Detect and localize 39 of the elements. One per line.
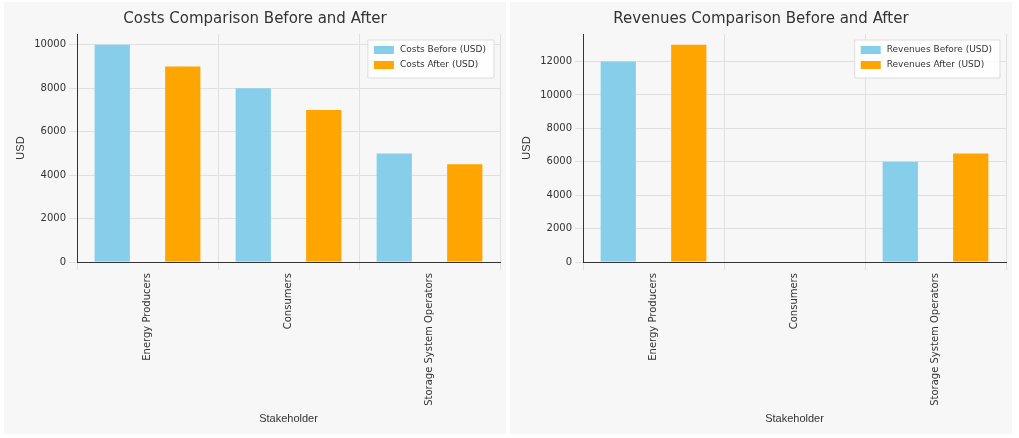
y-tick-label: 6000 [546,155,573,167]
x-tick-label: Storage System Operators [929,273,941,406]
x-tick-label: Storage System Operators [423,273,435,406]
bar [165,66,201,262]
x-axis-title: Stakeholder [765,412,825,425]
bar [376,153,412,262]
y-tick-label: 2000 [546,222,573,234]
x-tick-label: Energy Producers [141,273,153,361]
legend-label: Revenues After (USD) [886,59,985,70]
bar [600,61,636,262]
y-tick-label: 10000 [540,88,573,100]
y-tick-label: 2000 [40,212,67,224]
y-tick-label: 0 [565,255,573,267]
y-tick-label: 10000 [34,38,67,50]
x-axis-title: Stakeholder [259,412,319,425]
x-tick-label: Consumers [282,273,294,330]
legend-label: Costs Before (USD) [399,44,487,55]
y-tick-label: 12000 [540,55,573,67]
x-tick-label: Consumers [788,273,800,330]
bar [306,110,342,262]
y-axis-title: USD [13,136,26,160]
y-axis-title: USD [519,136,532,160]
bar [882,161,918,262]
y-tick-label: 0 [59,255,67,267]
bar [671,44,707,262]
bar [953,153,989,262]
bar [447,164,483,262]
y-tick-label: 4000 [40,168,67,180]
bar [235,88,271,262]
chart-title: Costs Comparison Before and After [123,8,388,27]
bar [94,44,130,262]
x-tick-label: Energy Producers [647,273,659,361]
legend-label: Costs After (USD) [399,59,479,70]
chart-title: Revenues Comparison Before and After [613,8,910,27]
y-tick-label: 8000 [546,121,573,133]
legend-label: Revenues Before (USD) [886,44,993,55]
y-tick-label: 6000 [40,125,67,137]
y-tick-label: 4000 [546,188,573,200]
y-tick-label: 8000 [40,81,67,93]
